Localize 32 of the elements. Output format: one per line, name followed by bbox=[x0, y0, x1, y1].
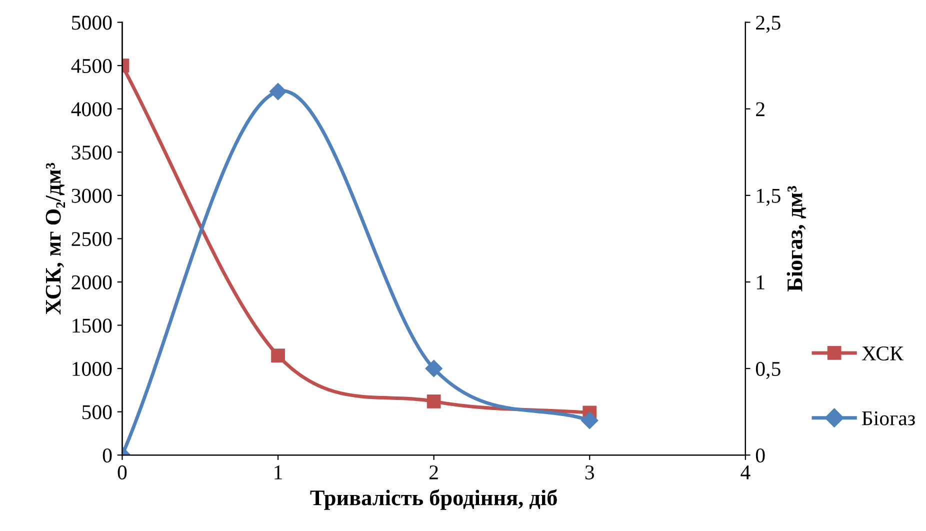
x-tick-label: 2 bbox=[430, 465, 438, 480]
point bbox=[425, 360, 442, 378]
y-tick-label: 3000 bbox=[72, 188, 112, 203]
y-tick-label: 2500 bbox=[72, 232, 112, 246]
x-tick-label: 4 bbox=[740, 466, 750, 480]
point bbox=[426, 394, 441, 408]
legend-label: Біогаз bbox=[862, 411, 915, 426]
y2-tick-label: 2,5 bbox=[756, 16, 780, 33]
y2-tick-label: 1 bbox=[756, 275, 764, 290]
point bbox=[581, 412, 598, 429]
point bbox=[269, 82, 287, 100]
y-axis-title: ХСК, мг O₂/дм³ bbox=[46, 162, 65, 314]
x-tick-label: 1 bbox=[274, 465, 282, 480]
y-tick-label: 4500 bbox=[71, 58, 112, 74]
y2-axis-title: Біогаз, дм³ bbox=[786, 186, 806, 292]
y-tick-label: 1000 bbox=[72, 362, 112, 376]
y-tick-label: 500 bbox=[82, 405, 112, 420]
y-tick-label: 0 bbox=[102, 448, 112, 462]
y-tick-label: 3500 bbox=[72, 146, 112, 160]
y2-tick-label: 0,5 bbox=[756, 362, 780, 379]
y-tick-label: 4000 bbox=[71, 102, 112, 116]
y2-tick-label: 0 bbox=[756, 448, 765, 462]
y2-tick-label: 1,5 bbox=[756, 188, 780, 206]
x-tick-label: 0 bbox=[118, 465, 127, 480]
y2-tick-label: 2 bbox=[756, 102, 764, 116]
y-tick-label: 5000 bbox=[72, 16, 112, 30]
x-axis-title: Тривалість бродіння, діб bbox=[310, 489, 557, 510]
y-tick-label: 2000 bbox=[72, 275, 112, 290]
point bbox=[271, 348, 285, 362]
x-tick-label: 3 bbox=[585, 465, 594, 480]
legend-label: ХСК bbox=[862, 346, 904, 360]
y-tick-label: 1500 bbox=[72, 318, 112, 333]
